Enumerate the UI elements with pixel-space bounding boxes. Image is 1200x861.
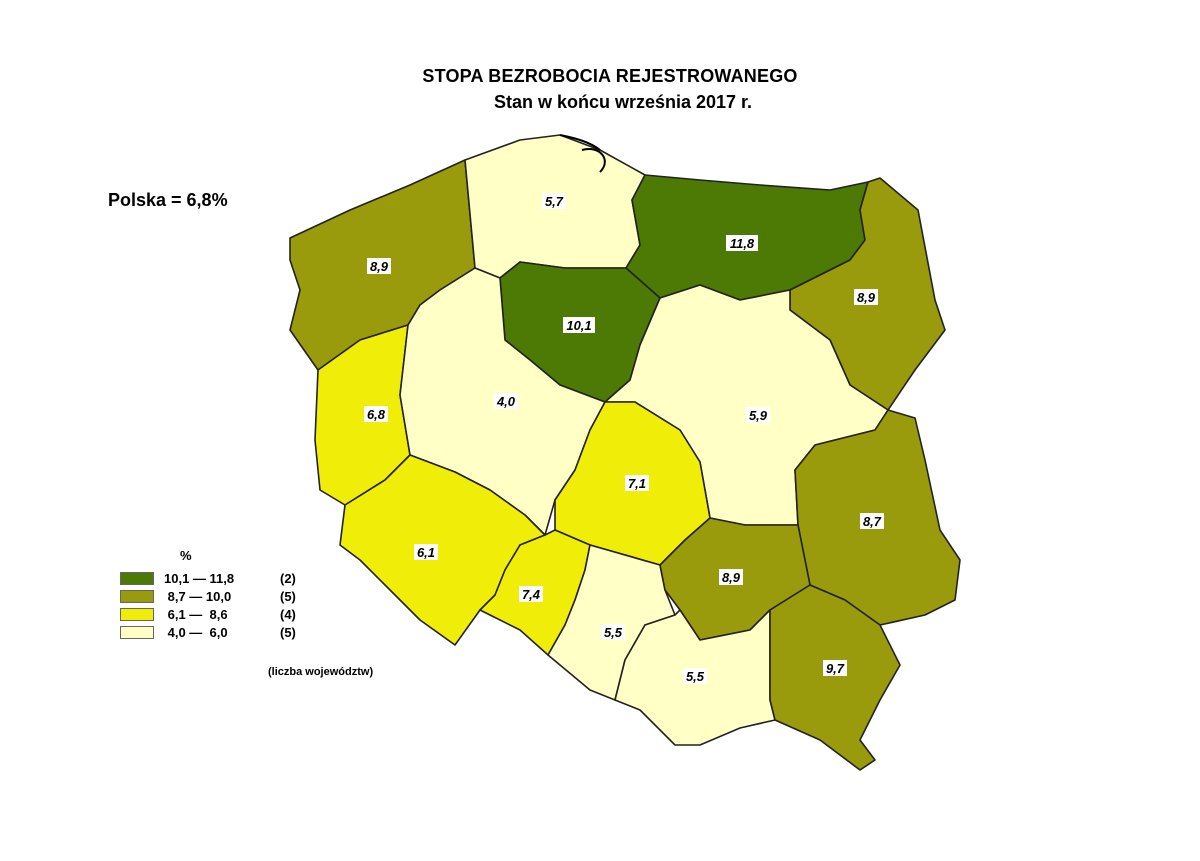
map-title: STOPA BEZROBOCIA REJESTROWANEGO [422,66,798,86]
legend-item: 10,1 — 11,8 (2) [120,570,296,586]
label-lubuskie: 6,8 [364,406,388,422]
svg-text:5,5: 5,5 [686,669,705,684]
label-warminsko-mazurskie: 11,8 [726,235,758,251]
label-lubelskie: 8,7 [860,513,884,529]
label-pomorskie: 5,7 [542,193,566,209]
svg-text:7,4: 7,4 [522,587,541,602]
label-dolnoslaskie: 6,1 [414,544,438,560]
legend-range: 6,1 — 8,6 [164,606,228,622]
legend-range: 10,1 — 11,8 [164,570,235,586]
svg-text:7,1: 7,1 [628,476,646,491]
svg-text:5,5: 5,5 [604,625,623,640]
legend-item: 8,7 — 10,0 (5) [120,588,296,604]
svg-text:10,1: 10,1 [566,318,591,333]
label-slaskie: 5,5 [601,624,625,640]
svg-text:5,9: 5,9 [749,408,768,423]
svg-text:8,9: 8,9 [370,259,389,274]
svg-text:6,1: 6,1 [417,545,435,560]
label-swietokrzyskie: 8,9 [719,569,743,585]
legend-swatch [120,571,154,585]
legend-unit: % [180,548,192,563]
svg-text:11,8: 11,8 [730,236,755,251]
label-wielkopolskie: 4,0 [494,393,518,409]
label-lodzkie: 7,1 [625,475,649,491]
legend-item: 6,1 — 8,6 (4) [120,606,296,622]
baltic-coast-spit [559,134,606,173]
legend-count: (5) [280,588,296,604]
legend-note: (liczba województw) [268,666,374,678]
svg-text:6,8: 6,8 [367,407,386,422]
region-slaskie[interactable] [547,544,676,701]
label-zachodniopomorskie: 8,9 [367,258,391,274]
svg-text:9,7: 9,7 [826,661,845,676]
legend-item: 4,0 — 6,0 (5) [120,624,296,640]
legend-swatch [120,589,154,603]
map-subtitle: Stan w końcu września 2017 r. [493,92,753,112]
label-podlaskie: 8,9 [854,289,878,305]
national-rate: Polska = 6,8% [108,190,228,210]
svg-text:5,7: 5,7 [545,194,564,209]
legend-count: (4) [280,606,296,622]
legend-count: (2) [280,570,296,586]
legend-range: 8,7 — 10,0 [164,588,232,604]
label-kujawsko-pomorskie: 10,1 [563,317,595,333]
svg-text:4,0: 4,0 [496,394,516,409]
label-mazowieckie: 5,9 [746,407,770,423]
svg-text:8,7: 8,7 [863,514,882,529]
legend-range: 4,0 — 6,0 [164,624,228,640]
svg-text:8,9: 8,9 [722,570,741,585]
legend-count: (5) [280,624,296,640]
label-malopolskie: 5,5 [683,668,707,684]
label-podkarpackie: 9,7 [823,660,847,676]
legend-swatch [120,607,154,621]
legend-swatch [120,625,154,639]
region-podkarpackie[interactable] [769,584,901,771]
svg-text:8,9: 8,9 [857,290,876,305]
label-opolskie: 7,4 [519,586,543,602]
